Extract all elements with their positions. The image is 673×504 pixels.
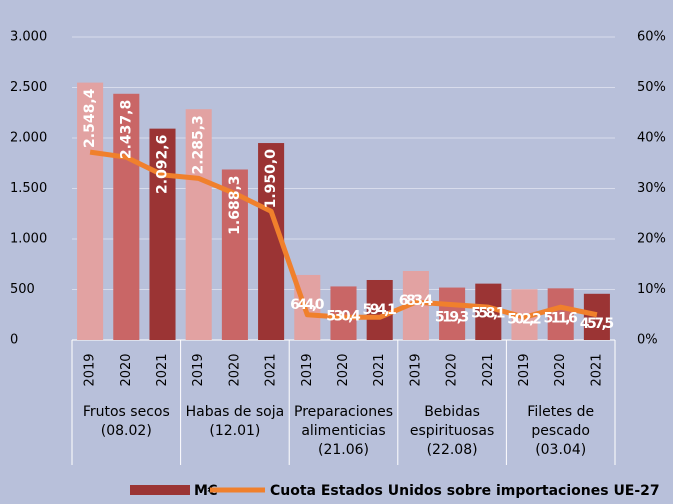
x-tick-label: 2021 <box>155 353 170 386</box>
legend-swatch <box>130 485 190 495</box>
value-label: 511,6 <box>544 310 578 326</box>
y2-tick-label: 50% <box>637 80 666 95</box>
value-label: 2.548,4 <box>82 88 98 148</box>
x-tick-label: 2019 <box>300 353 315 386</box>
x-tick-label: 2020 <box>336 353 351 386</box>
y-tick-label: 1.500 <box>10 181 47 196</box>
bar <box>113 93 140 341</box>
group-label: Habas de soja <box>186 404 285 420</box>
legend-label: Cuota Estados Unidos sobre importaciones… <box>270 483 660 499</box>
group-label: (03.04) <box>535 442 586 458</box>
bar <box>366 279 393 340</box>
y2-tick-label: 0% <box>637 333 658 348</box>
group-label: Filetes de <box>527 404 594 420</box>
y-tick-label: 2.000 <box>10 131 47 146</box>
group-label: Bebidas <box>424 404 480 420</box>
group-label: Preparaciones <box>294 404 393 420</box>
x-tick-label: 2020 <box>445 353 460 386</box>
y2-tick-label: 30% <box>637 181 666 196</box>
value-label: 519,3 <box>435 310 469 326</box>
value-label: 2.092,6 <box>155 135 171 194</box>
y2-tick-label: 20% <box>637 232 666 247</box>
x-tick-label: 2019 <box>517 353 532 386</box>
value-label: 1.688,3 <box>227 175 243 234</box>
bar <box>330 286 357 340</box>
group-label: (12.01) <box>209 423 260 439</box>
x-tick-label: 2021 <box>372 353 387 386</box>
value-label: 644,0 <box>290 297 325 313</box>
x-tick-label: 2021 <box>481 353 496 386</box>
value-label: 457,5 <box>580 316 614 332</box>
y2-tick-label: 10% <box>637 282 666 297</box>
y2-tick-label: 40% <box>637 131 666 146</box>
group-label: pescado <box>531 423 590 439</box>
value-label: 2.437,8 <box>118 100 134 159</box>
bar <box>583 293 610 340</box>
x-tick-label: 2019 <box>191 353 206 386</box>
x-tick-label: 2021 <box>264 353 279 386</box>
value-label: 1.950,0 <box>263 149 279 209</box>
x-tick-label: 2021 <box>589 353 604 386</box>
y2-tick-label: 60% <box>637 30 666 45</box>
group-label: Frutos secos <box>83 404 170 420</box>
y-tick-label: 500 <box>10 282 35 297</box>
value-label: 530,4 <box>326 308 361 324</box>
y-tick-label: 3.000 <box>10 30 47 45</box>
value-label: 502,2 <box>507 311 541 327</box>
group-label: alimenticias <box>301 423 385 439</box>
bar <box>185 109 212 341</box>
y-tick-label: 2.500 <box>10 80 47 95</box>
bar <box>547 288 574 340</box>
group-label: (08.02) <box>101 423 152 439</box>
line <box>89 149 598 320</box>
value-label: 2.285,3 <box>191 115 207 174</box>
value-label: 683,4 <box>399 293 434 309</box>
x-tick-label: 2019 <box>408 353 423 386</box>
legend-label: M€ <box>194 483 218 499</box>
x-tick-label: 2020 <box>227 353 242 386</box>
value-label: 594,1 <box>363 302 397 318</box>
group-label: (22.08) <box>427 442 478 458</box>
group-label: espirituosas <box>410 423 494 439</box>
x-tick-label: 2020 <box>553 353 568 386</box>
bar <box>77 82 104 340</box>
group-label: (21.06) <box>318 442 369 458</box>
value-label: 558,1 <box>471 306 505 322</box>
bar <box>439 287 466 340</box>
x-tick-label: 2019 <box>83 353 98 386</box>
y-tick-label: 1.000 <box>10 232 47 247</box>
x-tick-label: 2020 <box>119 353 134 386</box>
bar <box>149 128 176 340</box>
y-tick-label: 0 <box>10 333 18 348</box>
